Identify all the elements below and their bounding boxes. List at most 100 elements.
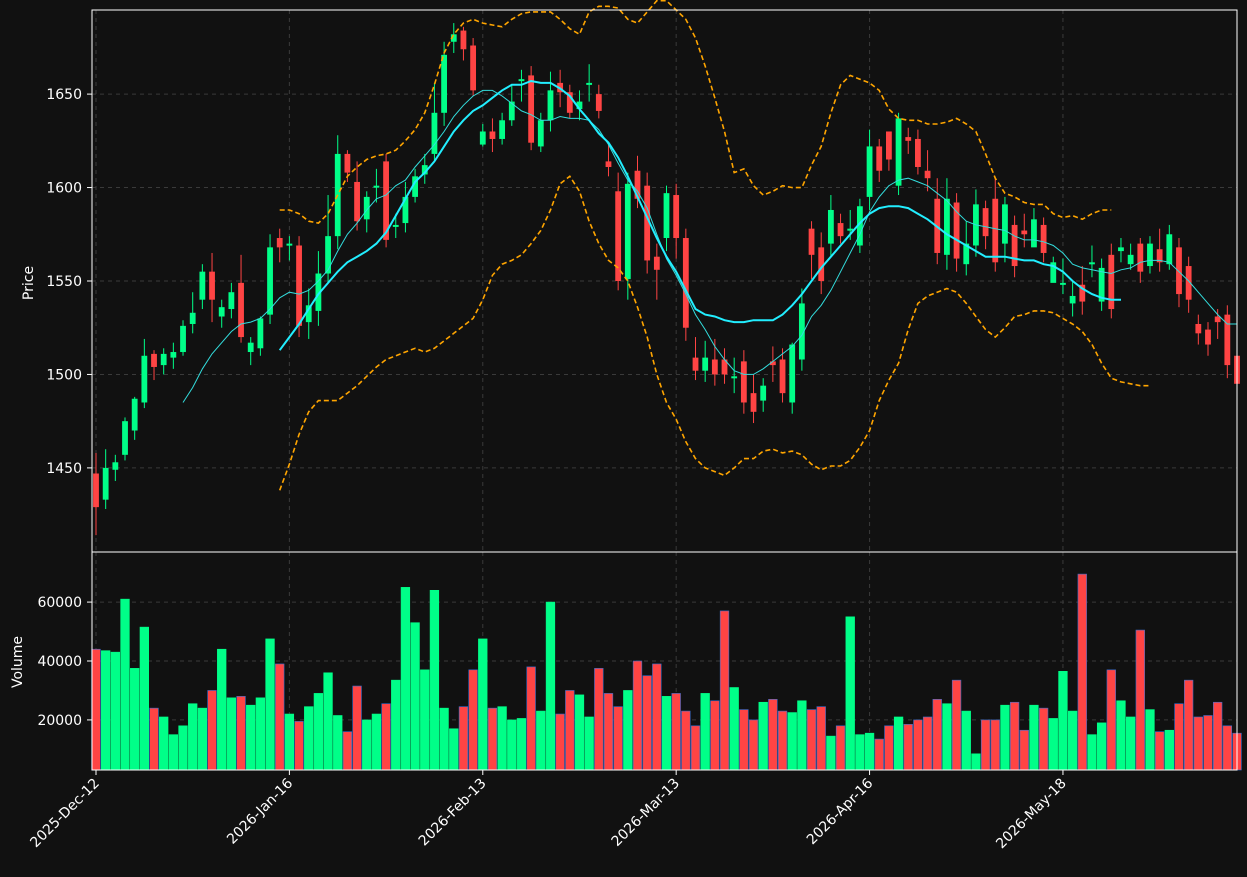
volume-bar [101,650,111,771]
volume-bar [797,700,807,771]
volume-bar [1125,716,1136,771]
volume-bar [1154,731,1165,771]
volume-bar [1193,716,1203,771]
candle-body [344,153,351,173]
moving-average-long-line [278,79,1121,351]
volume-bar [439,707,449,771]
candle-body [1040,224,1047,253]
candle-body [992,198,999,263]
candle-body [847,228,854,231]
volume-tick-label: 20000 [37,713,82,729]
volume-bar [265,638,275,771]
candle-body [315,273,322,311]
volume-bar [864,732,875,771]
volume-bar [671,693,681,771]
volume-bar [352,685,362,771]
volume-bar [574,694,585,771]
volume-bar [729,687,739,771]
candle-body [827,209,834,244]
volume-bar [449,728,459,771]
volume-bar [159,716,169,771]
volume-bar [1009,701,1020,771]
volume-bar [1029,704,1039,771]
candle-body [199,271,206,300]
candle-body [93,473,99,508]
candle-body [663,193,670,239]
volume-tick-label: 40000 [37,654,82,670]
candle-body [1214,316,1221,323]
volume-bar [255,697,266,771]
volume-bar [149,707,159,771]
volume-bar [236,696,246,771]
candle-body [731,376,738,379]
candle-body [682,238,689,328]
volume-bar [961,710,971,771]
volume-bar [710,700,720,771]
candle-body [644,185,651,261]
bollinger-upper-line [279,0,1112,224]
volume-bar [362,719,372,771]
volume-bar [1077,573,1087,771]
volume-bar [748,719,759,771]
candle-body [460,30,467,50]
candle-body [808,228,815,255]
volume-bar [536,710,546,771]
volume-bar [130,668,140,771]
candle-body [537,120,544,147]
candle-body [653,256,660,270]
volume-bar [700,693,710,771]
candle-body [624,183,631,280]
candle-body [131,398,138,431]
volume-bar [545,601,556,771]
volume-bar [468,669,478,771]
candle-body [450,34,457,42]
candle-body [1031,219,1037,248]
candle-body [547,90,554,121]
volume-bar [1067,710,1078,771]
volume-bar [623,690,633,771]
candle-body [218,307,225,317]
candle-body [1176,247,1182,295]
volume-bar [400,587,411,771]
volume-bar [1116,700,1126,771]
price-tick-label: 1450 [46,461,82,477]
candle-body [373,185,380,188]
candle-body [673,195,680,239]
candle-body [586,82,593,85]
candle-body [1137,243,1144,272]
candle-body [276,238,283,248]
volume-bar [178,725,188,771]
volume-bar [652,663,662,771]
candle-body [1118,247,1124,252]
candle-body [1108,254,1115,310]
candle-body [924,170,931,179]
candle-body [228,292,235,310]
volume-bar [420,669,430,771]
volume-bar [197,707,208,771]
volume-bar [294,721,304,771]
candle-body [1089,262,1095,265]
volume-bar [816,706,826,771]
volume-bar [1019,729,1029,771]
volume-bar [226,697,237,771]
volume-bar [661,696,672,771]
volume-bar [787,712,797,771]
candle-body [576,101,583,110]
volume-tick-label: 60000 [37,595,82,611]
candle-body [740,361,747,403]
volume-bar [681,710,691,771]
candle-body [479,131,486,145]
volume-bar [284,713,295,771]
candle-body [1021,230,1028,235]
volume-bar [565,690,575,771]
volume-bar [1184,679,1194,771]
price-tick-label: 1550 [46,274,82,290]
volume-bar [632,660,643,771]
candle-body [1195,323,1202,334]
candle-body [170,352,177,358]
volume-bar [835,725,846,771]
volume-bar [381,703,391,771]
volume-bar [526,666,536,771]
